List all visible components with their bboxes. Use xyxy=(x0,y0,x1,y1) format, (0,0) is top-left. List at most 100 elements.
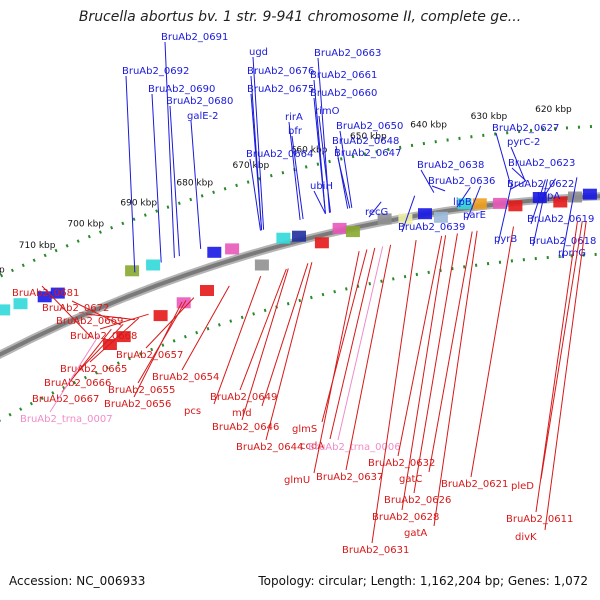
top-gene-label: BruAb2_0663 xyxy=(314,48,381,59)
bottom-leader-line xyxy=(89,317,140,363)
gene-block xyxy=(146,259,161,271)
gene-block xyxy=(153,310,168,322)
kbp-tick-label: 620 kbp xyxy=(535,105,572,115)
kbp-tick-label: 650 kbp xyxy=(350,132,387,142)
bottom-gene-label: BruAb2_0632 xyxy=(368,458,435,469)
top-gene-label: BruAb2_0622 xyxy=(507,179,574,190)
bottom-gene-label: BruAb2_0631 xyxy=(342,545,409,556)
bottom-gene-label: BruAb2_0644 xyxy=(236,442,303,453)
top-gene-label: BruAb2_0691 xyxy=(161,32,228,43)
gene-block xyxy=(472,198,487,210)
top-leader-line xyxy=(249,158,261,231)
top-gene-label: BruAb2_0619 xyxy=(527,214,594,225)
bottom-gene-label: BruAb2_0672 xyxy=(42,303,109,314)
top-leader-line xyxy=(456,187,471,208)
top-leader-line xyxy=(318,115,331,213)
gene-block xyxy=(0,304,11,316)
gene-block xyxy=(13,298,28,310)
gene-block xyxy=(553,196,568,208)
bottom-leader-line xyxy=(371,240,417,544)
bottom-leader-line xyxy=(337,246,384,441)
bottom-gene-label: BruAb2_0621 xyxy=(441,479,508,490)
bottom-leader-line xyxy=(41,285,92,338)
top-gene-label: pyrC-2 xyxy=(507,137,540,148)
bottom-leader-line xyxy=(145,297,195,349)
gene-block xyxy=(332,222,347,234)
gene-block xyxy=(314,237,329,249)
bottom-gene-label: BruAb2_0667 xyxy=(32,394,99,405)
top-leader-line xyxy=(125,75,136,273)
top-gene-label: BruAb2_0676 xyxy=(247,66,314,77)
bottom-leader-line xyxy=(345,244,392,471)
kbp-tick-label: 710 kbp xyxy=(19,241,56,251)
top-leader-line xyxy=(511,167,527,182)
bottom-leader-line xyxy=(321,249,368,423)
top-gene-label: BruAb2_0660 xyxy=(310,88,377,99)
bottom-gene-label: ccdA xyxy=(300,441,324,452)
bottom-leader-line xyxy=(470,226,514,478)
gene-block xyxy=(292,230,306,242)
bottom-leader-line xyxy=(413,233,458,494)
accession-text: Accession: NC_006933 xyxy=(9,574,146,588)
top-leader-line xyxy=(510,146,526,182)
top-gene-label: BruAb2_0647 xyxy=(334,148,401,159)
top-leader-line xyxy=(339,130,353,208)
gene-block xyxy=(433,211,448,223)
gene-block xyxy=(418,208,432,220)
bottom-leader-line xyxy=(213,276,262,405)
bottom-gene-label: glmS xyxy=(292,424,317,435)
bottom-gene-label: BruAb2_0669 xyxy=(56,316,123,327)
top-gene-label: BruAb2_0636 xyxy=(428,176,495,187)
top-gene-label: BruAb2_0690 xyxy=(148,84,215,95)
top-leader-line xyxy=(532,179,548,247)
top-gene-label: lipB xyxy=(453,197,472,208)
gene-block xyxy=(176,297,191,309)
chromosome-backbone xyxy=(0,194,600,357)
bottom-leader-line xyxy=(401,235,447,511)
top-leader-line xyxy=(190,120,202,249)
top-leader-line xyxy=(530,179,546,225)
bottom-leader-line xyxy=(241,268,289,421)
bottom-gene-label: BruAb2_0611 xyxy=(506,514,573,525)
top-leader-line xyxy=(497,182,513,245)
bottom-leader-line xyxy=(265,262,313,441)
top-gene-label: rirA xyxy=(285,112,303,123)
top-gene-label: BruAb2_0648 xyxy=(332,136,399,147)
bottom-leader-line xyxy=(85,313,135,321)
bottom-gene-label: BruAb2_trna_0006 xyxy=(308,442,401,453)
top-gene-label: ugd xyxy=(249,47,268,58)
top-leader-line xyxy=(466,185,482,221)
top-leader-line xyxy=(337,157,351,209)
map-title: Brucella abortus bv. 1 str. 9-941 chromo… xyxy=(78,9,522,25)
top-gene-label: BruAb2_0638 xyxy=(417,160,484,171)
bottom-leader-line xyxy=(544,220,587,531)
top-leader-line xyxy=(368,201,382,218)
kbp-tick-label: 660 kbp xyxy=(291,145,328,155)
top-leader-line xyxy=(169,105,180,257)
bottom-gene-label: BruAb2_0646 xyxy=(212,422,279,433)
gene-block xyxy=(116,331,131,343)
top-gene-label: galE-2 xyxy=(187,111,219,122)
bottom-leader-line xyxy=(71,300,122,326)
top-gene-label: BruAb2_0661 xyxy=(310,70,377,81)
kbp-tick-label: 630 kbp xyxy=(471,112,508,122)
bottom-gene-label: BruAb2_0656 xyxy=(104,399,171,410)
gene-block xyxy=(493,197,507,209)
top-leader-line xyxy=(250,93,263,231)
gene-block xyxy=(568,191,582,203)
top-leader-line xyxy=(401,195,416,233)
bottom-gene-label: BruAb2_0654 xyxy=(152,372,219,383)
kbp-tick-label: 720 kbp xyxy=(0,266,5,276)
bottom-gene-label: pcs xyxy=(184,406,201,417)
bottom-leader-line xyxy=(49,333,100,413)
gene-block xyxy=(457,198,472,210)
top-gene-label: BruAb2_0664 xyxy=(246,149,313,160)
gene-block xyxy=(207,246,222,258)
gene-block xyxy=(377,213,392,225)
topology-text: Topology: circular; Length: 1,162,204 bp… xyxy=(258,574,588,588)
bottom-gene-label: BruAb2_0666 xyxy=(44,378,111,389)
bottom-leader-line xyxy=(433,230,478,527)
kbp-tick-label: 690 kbp xyxy=(120,198,157,208)
gene-block xyxy=(125,265,140,277)
